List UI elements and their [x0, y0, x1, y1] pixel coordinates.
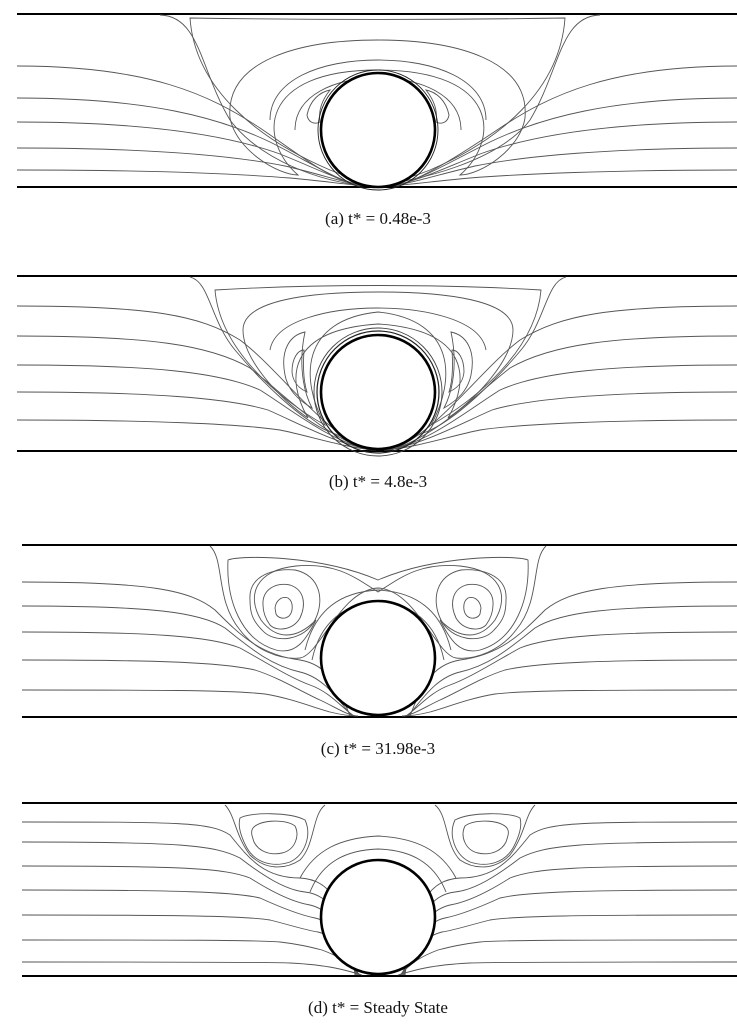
caption-d: (d) t* = Steady State [308, 998, 448, 1017]
cylinder [319, 71, 437, 189]
panel-d: (d) t* = Steady State [21, 802, 737, 1017]
caption-c: (c) t* = 31.98e-3 [321, 739, 435, 758]
streamlines [16, 276, 737, 451]
panel-b: (b) t* = 4.8e-3 [16, 275, 737, 491]
panel-c: (c) t* = 31.98e-3 [21, 544, 737, 758]
cylinder [319, 858, 437, 976]
cylinder [319, 333, 437, 451]
cylinder [319, 599, 437, 717]
panel-a: (a) t* = 0.48e-3 [16, 13, 737, 228]
caption-b: (b) t* = 4.8e-3 [329, 472, 427, 491]
caption-a: (a) t* = 0.48e-3 [325, 209, 431, 228]
